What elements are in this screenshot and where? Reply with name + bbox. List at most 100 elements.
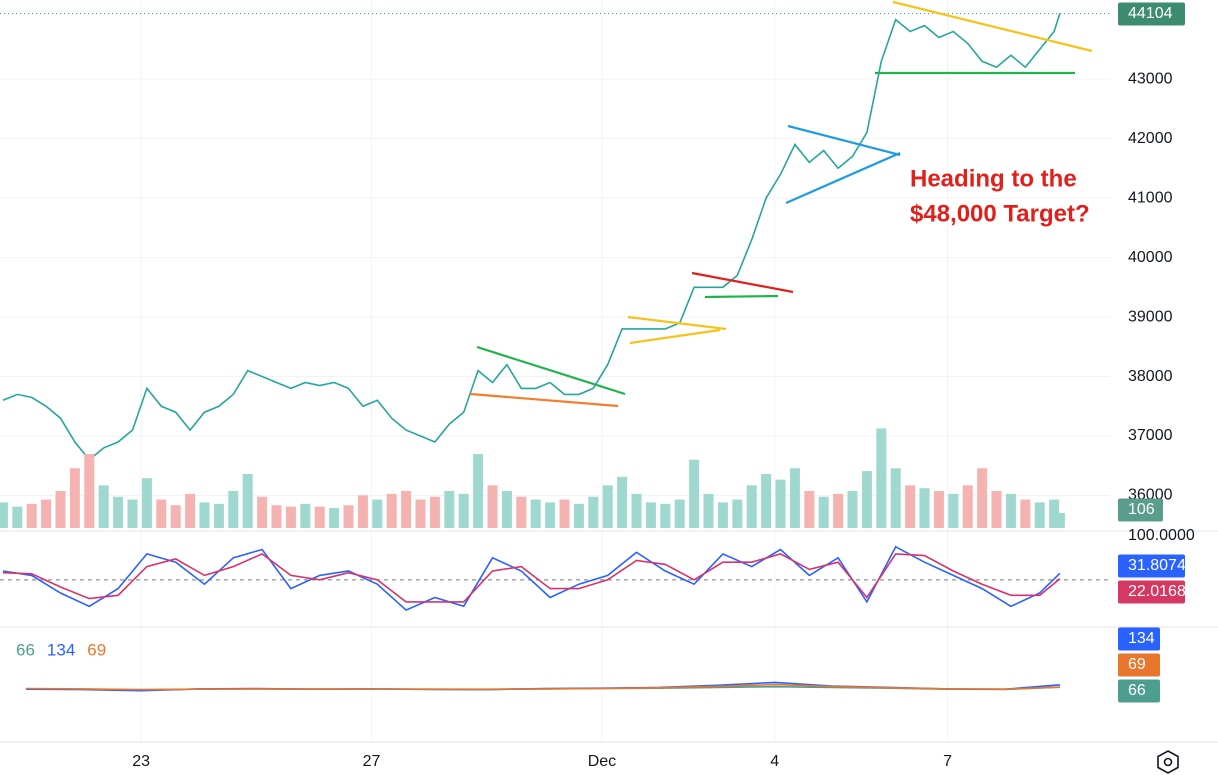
trend-line (691, 271, 794, 294)
volume-bar (1020, 499, 1031, 528)
series-line (2, 13, 1061, 461)
volume-bar (473, 454, 484, 528)
volume-bar (26, 503, 37, 528)
value-label-box (1118, 554, 1185, 578)
trend-line (629, 328, 721, 345)
volume-bar (876, 428, 887, 528)
volume-bar (444, 491, 455, 528)
trend-line (627, 315, 727, 331)
volume-bar (84, 454, 95, 528)
value-label: 22.0168 (1128, 583, 1186, 600)
volume-bar (228, 491, 239, 528)
volume-bar (386, 493, 397, 528)
volume-bar (545, 502, 556, 528)
volume-bar (1005, 493, 1016, 528)
volume-bar (861, 471, 872, 528)
x-tick-label: 4 (770, 753, 779, 770)
volume-bar (55, 491, 66, 528)
value-label-box (1118, 2, 1185, 26)
volume-bar (559, 499, 570, 528)
volume-bar (156, 499, 167, 528)
value-label: 44104 (1128, 5, 1173, 22)
y-tick-label: 38000 (1128, 368, 1173, 385)
volume-bar (415, 499, 426, 528)
volume-bar (703, 493, 714, 528)
legend-entry: 66 (16, 640, 35, 659)
volume-bar (530, 499, 541, 528)
volume-bar (617, 476, 628, 528)
volume-bar (314, 506, 325, 528)
volume-bar (113, 496, 124, 528)
volume-bar (818, 496, 829, 528)
value-label-box (1118, 627, 1160, 651)
value-label-box (1118, 679, 1160, 703)
series-line (25, 683, 1060, 691)
volume-bar (602, 485, 613, 528)
volume-bar (674, 499, 685, 528)
volume-bar (962, 485, 973, 528)
volume-bar (660, 503, 671, 528)
volume-bar (933, 491, 944, 528)
y-tick-label: 37000 (1128, 427, 1173, 444)
volume-bar (1054, 512, 1065, 528)
volume-bar (242, 473, 253, 528)
trend-line (469, 392, 619, 408)
y-tick-label: 42000 (1128, 130, 1173, 147)
volume-bar (689, 459, 700, 528)
volume-bar (0, 502, 8, 528)
value-label: 31.8074 (1128, 557, 1186, 574)
volume-bar (199, 502, 210, 528)
volume-bar (746, 485, 757, 528)
y-tick-label: 100.0000 (1128, 527, 1195, 544)
volume-bar (789, 468, 800, 528)
volume-bar (69, 468, 80, 528)
volume-bar (170, 505, 181, 528)
volume-bar (977, 468, 988, 528)
value-label-box (1118, 653, 1160, 677)
trend-line (476, 345, 626, 396)
value-label-box (1118, 580, 1185, 604)
volume-bar (631, 493, 642, 528)
volume-bar (271, 505, 282, 528)
y-tick-label: 41000 (1128, 189, 1173, 206)
volume-bar (285, 506, 296, 528)
volume-bar (98, 485, 109, 528)
volume-bar (12, 506, 23, 528)
volume-bar (717, 502, 728, 528)
series-line (2, 545, 1061, 612)
volume-bar (185, 493, 196, 528)
volume-bar (905, 485, 916, 528)
volume-bar (329, 508, 340, 528)
volume-bar (429, 496, 440, 528)
legend-entry: 134 (47, 640, 75, 659)
volume-bar (890, 468, 901, 528)
volume-bar (300, 503, 311, 528)
volume-bar (573, 503, 584, 528)
volume-bar (588, 496, 599, 528)
volume-bar (487, 485, 498, 528)
settings-icon[interactable] (1157, 750, 1179, 774)
volume-bar (213, 503, 224, 528)
volume-bar (775, 479, 786, 528)
value-label: 69 (1128, 656, 1146, 673)
trend-line (704, 294, 779, 299)
volume-bar (847, 491, 858, 528)
volume-bar (357, 495, 368, 528)
volume-bar (401, 491, 412, 528)
x-tick-label: Dec (588, 753, 616, 770)
volume-bar (41, 499, 52, 528)
x-tick-label: 23 (132, 753, 150, 770)
volume-bar (732, 499, 743, 528)
volume-bar (1034, 502, 1045, 528)
y-tick-label: 43000 (1128, 70, 1173, 87)
volume-bar (804, 491, 815, 528)
volume-bar (1049, 499, 1060, 528)
volume-bar (833, 493, 844, 528)
trend-line (785, 151, 901, 205)
trend-line (787, 124, 901, 157)
volume-bar (991, 491, 1002, 528)
volume-bar (141, 478, 152, 528)
legend-entry: 69 (87, 640, 106, 659)
annotation: $48,000 Target? (910, 200, 1090, 227)
